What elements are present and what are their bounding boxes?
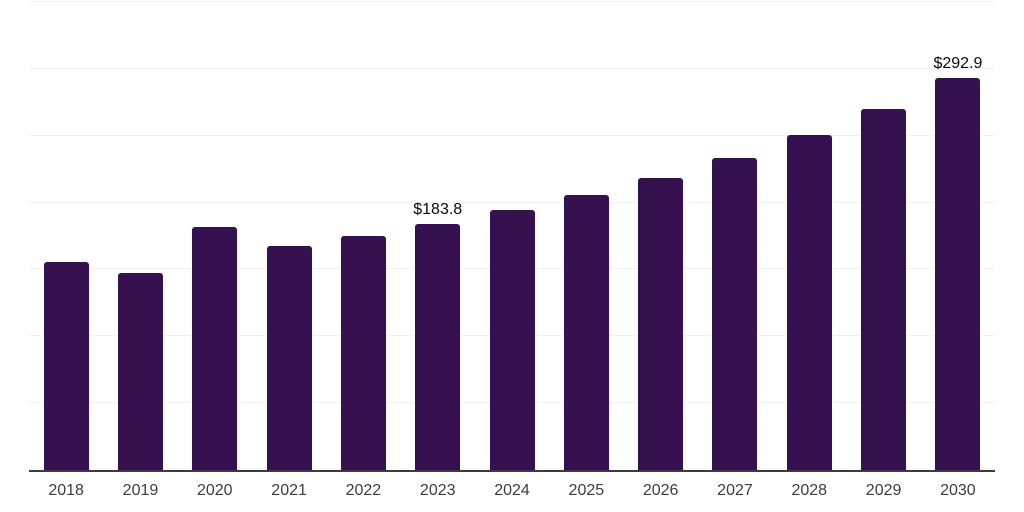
bar-2028: [786, 135, 832, 470]
bar-2019: [117, 273, 163, 470]
bar-2027: [712, 158, 758, 470]
gridline-200: [29, 201, 995, 203]
bar-value-label-2023: $183.8: [413, 201, 463, 219]
x-tick-2023: 2023: [419, 482, 456, 499]
bar-slot-2022: [326, 0, 400, 470]
x-tick-2021: 2021: [271, 482, 307, 499]
x-tick-2018: 2018: [48, 482, 84, 499]
bar-slot-2023: $183.8: [401, 0, 475, 470]
bar-slot-2024: [475, 0, 549, 470]
bar-slot-2019: [103, 0, 177, 470]
x-tick-2022: 2022: [345, 482, 382, 499]
bar-slot-2018: [29, 0, 103, 470]
bar-slot-2021: [252, 0, 326, 470]
bar-2020: [192, 227, 238, 470]
plot-area: $183.8 $292.9: [29, 0, 995, 472]
bar-value-label-2030: $292.9: [933, 55, 983, 73]
x-tick-2025: 2025: [568, 482, 605, 499]
bar-2026: [638, 178, 684, 470]
x-tick-2027: 2027: [717, 482, 753, 499]
bar-slot-2020: [178, 0, 252, 470]
bar-2024: [489, 210, 535, 470]
x-tick-2020: 2020: [196, 482, 233, 499]
bar-2021: [266, 245, 312, 470]
bar-2018: [43, 261, 89, 470]
x-tick-2029: 2029: [865, 482, 902, 499]
x-axis-labels: 2018 2019 2020 2021 2022 2023 2024 2025 2026 2027…: [29, 482, 995, 500]
gridline-350: [29, 1, 995, 2]
x-tick-2028: 2028: [791, 482, 828, 499]
x-tick-2019: 2019: [122, 482, 159, 499]
bar-slot-2026: [624, 0, 698, 470]
gridline-250: [29, 134, 995, 136]
x-tick-2026: 2026: [642, 482, 679, 499]
bar-2023: [415, 224, 461, 470]
bar-slot-2029: [846, 0, 920, 470]
bar-2029: [861, 108, 907, 470]
bar-slot-2027: [698, 0, 772, 470]
bar-2030: [935, 78, 981, 470]
bar-2022: [340, 236, 386, 470]
bar-2025: [563, 195, 609, 470]
x-tick-2030: 2030: [940, 482, 976, 499]
bar-slot-2030: $292.9: [921, 0, 995, 470]
gridline-300: [29, 67, 995, 69]
bar-slot-2028: [772, 0, 846, 470]
x-tick-2024: 2024: [494, 482, 530, 499]
bars-container: $183.8 $292.9: [29, 0, 995, 470]
bar-slot-2025: [549, 0, 623, 470]
